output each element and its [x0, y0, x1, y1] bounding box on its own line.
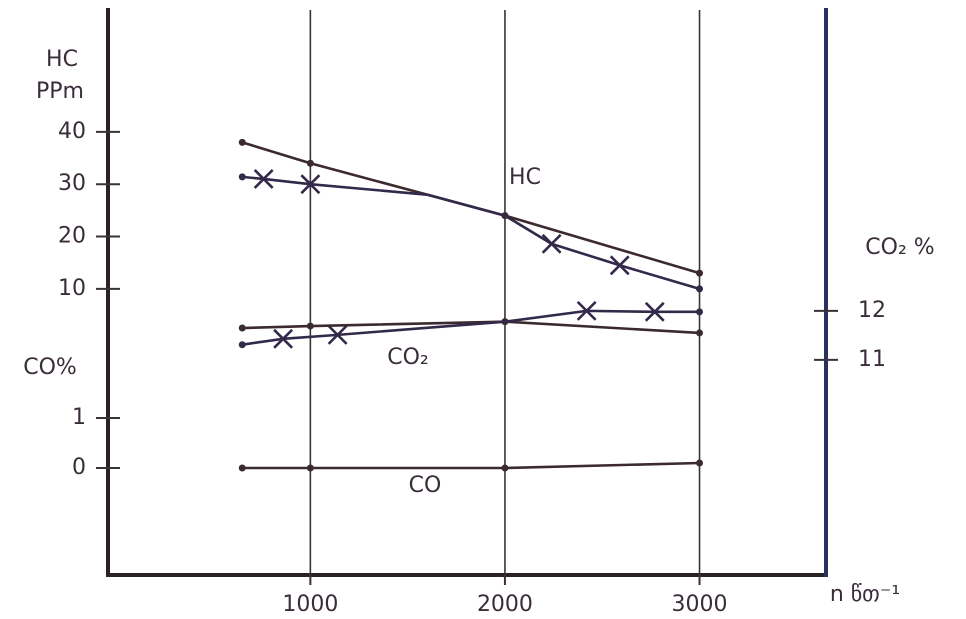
y-tick-label: 1: [72, 405, 86, 430]
point: [238, 173, 246, 181]
hc-axis-title: HC: [46, 47, 78, 72]
series-line: [242, 320, 700, 335]
cross-marker: [609, 255, 630, 276]
series-annotation: CO₂: [387, 345, 429, 370]
y-tick-label: 11: [858, 347, 886, 372]
point: [696, 459, 704, 467]
point: [238, 324, 246, 332]
point: [238, 464, 246, 472]
point: [238, 138, 246, 146]
y-tick-label: 10: [58, 276, 86, 301]
y-tick-label: 30: [58, 171, 86, 196]
point: [696, 285, 704, 293]
x-axis-title: n წთ⁻¹: [830, 582, 900, 607]
co2-axis-title: CO₂ %: [865, 235, 934, 260]
series-annotation: HC: [509, 165, 541, 190]
x-tick-label: 2000: [477, 592, 533, 617]
point: [306, 464, 314, 472]
point: [306, 159, 314, 167]
point: [306, 322, 314, 330]
y-tick-label: 20: [58, 224, 86, 249]
point: [696, 329, 704, 337]
cross-marker: [576, 300, 597, 321]
point: [696, 269, 704, 277]
cross-marker: [300, 174, 321, 195]
series-annotation: CO: [409, 473, 442, 498]
co-axis-title: CO%: [23, 355, 77, 380]
y-tick-label: 0: [72, 455, 86, 480]
point: [501, 464, 509, 472]
cross-marker: [327, 324, 348, 345]
point: [696, 308, 704, 316]
point: [238, 341, 246, 349]
cross-marker: [644, 301, 665, 322]
y-tick-label: 12: [858, 298, 886, 323]
cross-marker: [541, 233, 562, 254]
hc-axis-unit: PPm: [36, 79, 84, 104]
x-tick-label: 3000: [672, 592, 728, 617]
x-tick-label: 1000: [282, 592, 338, 617]
y-tick-label: 40: [58, 119, 86, 144]
cross-marker: [273, 328, 294, 349]
series-line: [242, 461, 700, 470]
series-line: [242, 175, 700, 291]
cross-marker: [253, 169, 274, 189]
